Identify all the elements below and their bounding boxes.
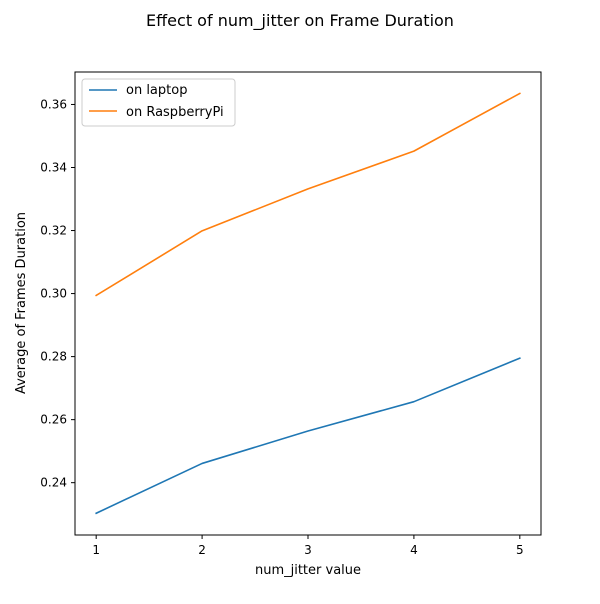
y-tick-label: 0.34: [40, 160, 67, 174]
y-tick-label: 0.24: [40, 476, 67, 490]
legend: on laptop on RaspberryPi: [81, 78, 236, 127]
legend-label-raspberrypi: on RaspberryPi: [126, 105, 224, 120]
x-axis: 1 2 3 4 5: [92, 535, 524, 557]
y-tick-label: 0.36: [40, 97, 67, 111]
y-tick-label: 0.28: [40, 350, 67, 364]
x-tick-label: 1: [92, 543, 100, 557]
plot-frame: [74, 71, 542, 536]
y-tick-label: 0.30: [40, 287, 67, 301]
y-tick-label: 0.32: [40, 224, 67, 238]
x-tick-label: 4: [410, 543, 418, 557]
y-axis-label: Average of Frames Duration: [14, 212, 29, 394]
x-tick-label: 2: [198, 543, 206, 557]
series-line-raspberrypi: [95, 92, 521, 297]
legend-label-laptop: on laptop: [126, 83, 187, 98]
x-axis-label: num_jitter value: [255, 563, 361, 578]
legend-box: [81, 78, 236, 127]
x-tick-label: 3: [304, 543, 312, 557]
x-tick-label: 5: [516, 543, 524, 557]
series-line-laptop: [95, 357, 521, 515]
chart-title: Effect of num_jitter on Frame Duration: [146, 11, 454, 31]
y-tick-label: 0.26: [40, 413, 67, 427]
y-axis: 0.24 0.26 0.28 0.30 0.32 0.34 0.36: [40, 97, 75, 490]
series-layer: [95, 92, 521, 515]
